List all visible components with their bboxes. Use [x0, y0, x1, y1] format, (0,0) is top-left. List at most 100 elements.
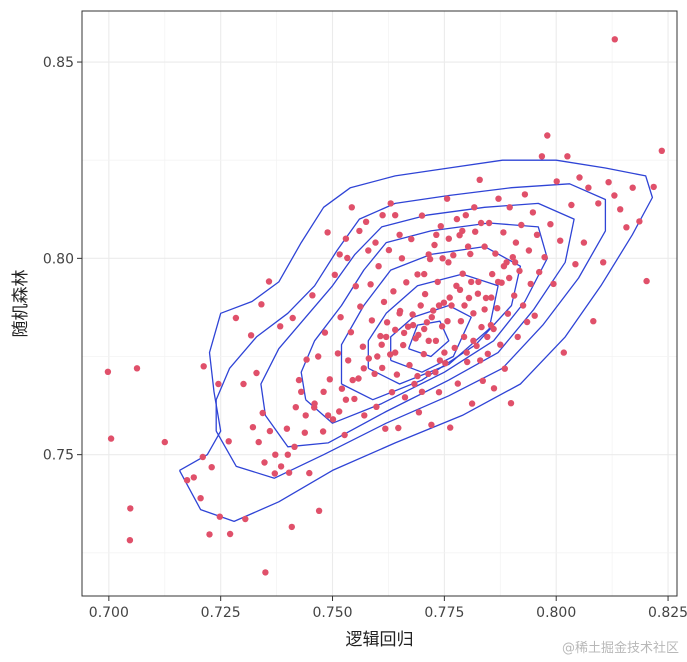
x-tick-label: 0.825 [648, 605, 687, 621]
scatter-point [519, 302, 527, 309]
scatter-point [564, 153, 571, 160]
scatter-point [272, 451, 279, 458]
scatter-point [658, 147, 665, 154]
scatter-point [611, 192, 618, 199]
scatter-point [262, 569, 269, 576]
scatter-point [375, 263, 382, 270]
scatter-point [271, 470, 278, 477]
scatter-point [500, 263, 508, 270]
scatter-point [468, 400, 476, 407]
scatter-point [253, 369, 260, 377]
scatter-point [600, 259, 607, 266]
scatter-point [372, 239, 379, 246]
scatter-point [284, 451, 291, 458]
scatter-point [541, 254, 548, 261]
scatter-point [216, 513, 223, 520]
scatter-point [347, 329, 355, 336]
scatter-point [348, 204, 355, 211]
scatter-point [190, 474, 197, 481]
scatter-point [611, 36, 618, 43]
scatter-point [324, 229, 331, 236]
scatter-point [489, 270, 496, 278]
scatter-point [261, 459, 268, 466]
scatter-point [447, 424, 454, 431]
scatter-point [434, 278, 441, 286]
scatter-point [404, 323, 412, 330]
scatter-point [464, 243, 472, 250]
scatter-point [341, 431, 348, 439]
scatter-point [344, 254, 351, 262]
scatter-point [396, 310, 403, 317]
scatter-point [468, 278, 475, 286]
scatter-point [401, 394, 409, 401]
scatter-point [409, 311, 416, 318]
scatter-point [331, 271, 338, 278]
scatter-point [388, 389, 396, 396]
density-contour-line [215, 183, 607, 479]
scatter-point [509, 254, 516, 261]
scatter-point [357, 303, 364, 310]
scatter-point [531, 312, 538, 319]
scatter-point [298, 388, 305, 395]
scatter-point [352, 283, 359, 290]
density-contours [178, 159, 654, 523]
scatter-point [553, 178, 560, 185]
scatter-point [421, 270, 428, 278]
scatter-point [334, 350, 342, 357]
scatter-point [433, 231, 440, 238]
scatter-point [629, 184, 636, 191]
scatter-point [438, 323, 446, 330]
scatter-point [383, 333, 390, 341]
scatter-point [392, 212, 399, 219]
scatter-point [393, 371, 401, 378]
scatter-point [605, 179, 612, 186]
scatter-point [617, 206, 624, 213]
scatter-point [319, 428, 327, 435]
scatter-point [259, 409, 266, 417]
scatter-point [385, 246, 393, 254]
x-tick-label: 0.800 [536, 605, 576, 621]
scatter-point [295, 376, 303, 384]
scatter-point [373, 403, 380, 410]
scatter-point [437, 223, 444, 230]
density-contour-line [390, 304, 472, 373]
scatter-point [240, 380, 247, 388]
scatter-point [478, 323, 485, 331]
scatter-point [504, 310, 512, 317]
scatter-point [378, 341, 385, 348]
scatter-point [418, 388, 426, 395]
scatter-point [477, 219, 485, 227]
scatter-point [398, 255, 406, 262]
scatter-point [303, 356, 310, 363]
scatter-point [321, 329, 329, 336]
scatter-point [365, 355, 372, 362]
panel-border [81, 10, 678, 597]
scatter-point [414, 372, 421, 380]
scatter-point [336, 408, 343, 415]
scatter-point [351, 395, 358, 403]
scatter-point [430, 307, 437, 314]
scatter-point [428, 314, 435, 321]
scatter-point [415, 331, 422, 339]
scatter-point [225, 438, 232, 445]
scatter-point [490, 385, 498, 392]
scatter-point [392, 326, 399, 333]
scatter-point [471, 204, 478, 211]
scatter-point [360, 365, 367, 372]
scatter-point [576, 174, 583, 181]
scatter-point [390, 288, 397, 295]
scatter-point [379, 212, 386, 219]
scatter-point [495, 195, 502, 202]
scatter-point [309, 292, 316, 299]
scatter-point [572, 261, 579, 268]
scatter-point [183, 477, 191, 484]
scatter-point [643, 277, 650, 285]
scatter-point [342, 235, 350, 242]
scatter-point [242, 515, 249, 523]
scatter-point [126, 537, 134, 544]
scatter-point [512, 239, 520, 246]
scatter-point [444, 318, 451, 325]
scatter-point [585, 184, 592, 191]
scatter-point [361, 412, 368, 419]
scatter-point [436, 357, 444, 364]
